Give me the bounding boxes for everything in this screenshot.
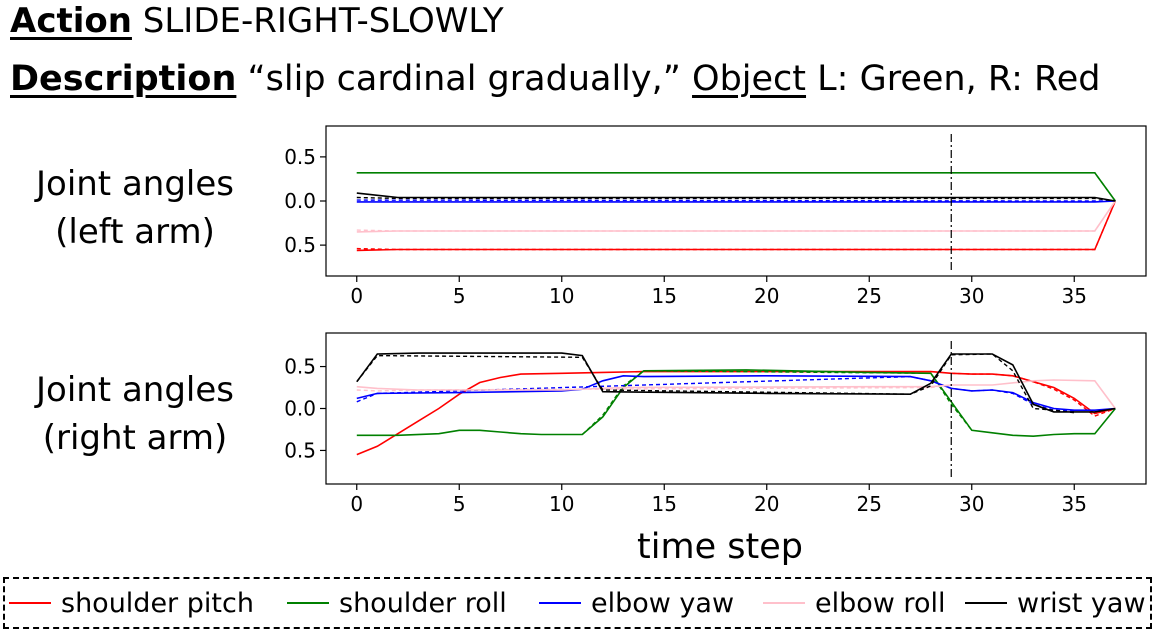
- legend-swatch: [539, 601, 581, 604]
- y-tick-label: 0.5: [284, 355, 316, 379]
- left-arm-ylabel-line2: (left arm): [55, 212, 215, 252]
- legend-label: shoulder pitch: [61, 588, 254, 619]
- series-predicted-line-shoulder-roll: [356, 172, 1116, 202]
- description-label: Description: [10, 59, 237, 99]
- description-value: “slip cardinal gradually,”: [247, 59, 681, 99]
- x-tick-label: 35: [1062, 284, 1087, 308]
- x-tick-label: 30: [959, 492, 984, 516]
- legend-label: shoulder roll: [339, 588, 507, 619]
- series-predicted-line-elbow-yaw: [356, 375, 1075, 412]
- x-axis-label: time step: [637, 527, 803, 567]
- y-tick-label: 0.5: [284, 438, 316, 462]
- series-predicted-line-elbow-yaw: [356, 199, 1116, 202]
- action-label: Action: [10, 1, 132, 41]
- object-value: L: Green, R: Red: [817, 59, 1101, 99]
- legend-item: elbow yaw: [539, 587, 734, 621]
- chart-left-arm: 0 5 10 15 20 25 30 35 0.5 0.0 0.5: [284, 125, 1147, 308]
- series-predicted-line-wrist-yaw: [356, 353, 1075, 414]
- object-label: Object: [692, 59, 807, 99]
- x-tick-label: 10: [549, 284, 574, 308]
- action-value: SLIDE-RIGHT-SLOWLY: [142, 1, 504, 41]
- chart-right-arm: 0 5 10 15 20 25 30 35 0.5 0.0 0.5: [284, 332, 1147, 516]
- legend-swatch: [9, 601, 51, 604]
- x-tick-label: 15: [652, 284, 677, 308]
- x-tick-label: 15: [652, 492, 677, 516]
- x-tick-label: 25: [857, 284, 882, 308]
- legend-swatch: [965, 601, 1007, 604]
- series-predicted-line-shoulder-roll: [581, 370, 973, 436]
- action-row: Action SLIDE-RIGHT-SLOWLY: [10, 0, 504, 42]
- series-line-wrist-yaw: [356, 352, 1116, 413]
- right-arm-ylabel-line1: Joint angles: [35, 370, 234, 410]
- plot-frame: [325, 332, 1147, 485]
- left-arm-ylabel: Joint angles (left arm): [0, 160, 270, 256]
- series-predicted-line-shoulder-pitch: [356, 200, 1116, 251]
- legend-swatch: [763, 601, 805, 604]
- x-tick-label: 0: [350, 492, 363, 516]
- x-tick-label: 30: [959, 284, 984, 308]
- legend-item: elbow roll: [763, 587, 945, 621]
- series-line-elbow-roll: [356, 200, 1116, 233]
- legend-label: elbow roll: [815, 588, 946, 619]
- legend: shoulder pitch shoulder roll elbow yaw elbo…: [3, 577, 1152, 629]
- series-line-elbow-roll: [356, 379, 1116, 409]
- left-arm-ylabel-line1: Joint angles: [35, 164, 234, 204]
- x-tick-label: 10: [549, 492, 574, 516]
- series-line-shoulder-roll: [356, 369, 1116, 438]
- legend-swatch: [287, 601, 329, 604]
- x-tick-label: 5: [453, 284, 466, 308]
- x-tick-label: 20: [754, 492, 779, 516]
- x-tick-label: 35: [1062, 492, 1087, 516]
- series-line-shoulder-pitch: [356, 200, 1117, 252]
- legend-label: wrist yaw: [1017, 588, 1146, 619]
- x-tick-label: 20: [754, 284, 779, 308]
- right-arm-ylabel-line2: (right arm): [42, 418, 228, 458]
- legend-item: wrist yaw: [965, 587, 1146, 621]
- y-tick-label: 0.0: [284, 397, 316, 421]
- y-tick-label: 0.5: [284, 233, 316, 257]
- x-tick-label: 5: [453, 492, 466, 516]
- description-row: Description “slip cardinal gradually,” O…: [10, 56, 1101, 102]
- y-tick-label: 0.0: [284, 189, 316, 213]
- series-predicted-line-elbow-roll: [356, 200, 1116, 232]
- y-tick-label: 0.5: [284, 145, 316, 169]
- series-line-wrist-yaw: [356, 192, 1116, 202]
- x-tick-label: 0: [350, 284, 363, 308]
- right-arm-ylabel: Joint angles (right arm): [0, 366, 270, 462]
- legend-item: shoulder pitch: [9, 587, 254, 621]
- legend-label: elbow yaw: [591, 588, 735, 619]
- legend-item: shoulder roll: [287, 587, 507, 621]
- x-tick-label: 25: [857, 492, 882, 516]
